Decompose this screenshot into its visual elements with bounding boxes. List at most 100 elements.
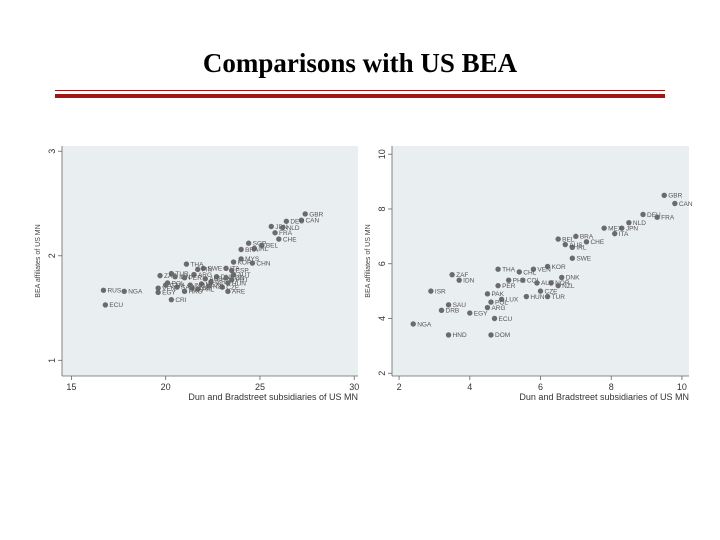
data-point	[200, 265, 207, 272]
data-point-label: PER	[502, 283, 516, 290]
data-point	[516, 269, 522, 275]
data-point	[495, 266, 501, 272]
data-point-label: BRA	[580, 234, 594, 241]
data-point-label: NOR	[555, 280, 570, 287]
data-point-label: CHE	[590, 239, 604, 246]
y-axis-title: BEA affiliates of US MN	[35, 224, 42, 297]
data-point-label: GBR	[309, 211, 323, 218]
data-point	[187, 282, 193, 288]
data-point	[198, 281, 205, 287]
data-point-label: TUR	[175, 271, 189, 278]
data-point-label: ARG	[198, 272, 212, 279]
y-tick-label: 6	[377, 261, 387, 266]
x-tick-label: 25	[255, 382, 265, 392]
y-tick-label: 2	[377, 371, 387, 376]
data-point	[121, 288, 127, 295]
data-point-label: POL	[172, 280, 185, 287]
data-point-label: CRI	[175, 297, 186, 304]
data-point-label: SWE	[207, 266, 222, 273]
data-point-label: TUR	[552, 294, 566, 301]
data-point	[249, 260, 256, 266]
data-point	[245, 240, 252, 246]
data-point	[449, 271, 455, 278]
data-point-label: ITA	[230, 266, 240, 273]
data-point	[251, 245, 258, 252]
data-point-label: BRA	[245, 247, 259, 254]
data-point-label: PHL	[202, 287, 215, 294]
data-point-label: VEN	[162, 285, 176, 292]
x-tick-label: 10	[677, 382, 687, 392]
data-point-label: IRL	[576, 245, 587, 252]
data-point	[283, 218, 290, 224]
data-point-label: DRB	[446, 308, 460, 315]
title-rule-thick	[55, 94, 665, 98]
data-point-label: COL	[527, 277, 541, 284]
data-point-label: SWE	[576, 256, 591, 263]
data-point	[484, 304, 491, 311]
data-point	[191, 271, 197, 278]
data-point-label: DEU	[290, 219, 304, 226]
data-point-label: RUS	[107, 288, 121, 295]
x-tick-label: 8	[609, 382, 614, 392]
data-point	[181, 288, 188, 295]
data-point	[276, 236, 282, 242]
data-point-label: MEX	[206, 281, 221, 288]
data-point-label: CAN	[679, 201, 693, 208]
data-point-label: AUT	[238, 272, 251, 279]
data-point	[495, 282, 501, 289]
data-point	[183, 261, 190, 267]
x-tick-label: 20	[161, 382, 171, 392]
data-point	[302, 211, 308, 217]
data-point	[640, 211, 646, 218]
data-point	[544, 293, 551, 300]
data-point-label: ESP	[236, 268, 249, 275]
data-point	[230, 259, 237, 265]
data-point	[428, 288, 434, 294]
data-point-label: CZE	[545, 288, 559, 295]
data-point	[298, 217, 305, 223]
data-point-label: CZE	[226, 284, 240, 291]
data-point-label: GTM	[170, 282, 184, 289]
data-point	[534, 280, 540, 286]
data-point	[230, 271, 237, 278]
data-point	[157, 272, 163, 279]
data-point-label: GBR	[668, 193, 682, 200]
data-point-label: KOR	[238, 259, 252, 266]
plot-background	[62, 146, 358, 376]
data-point	[268, 223, 274, 230]
y-tick-label: 3	[47, 149, 57, 154]
data-point	[168, 296, 175, 303]
data-point-label: DEU	[647, 212, 661, 219]
data-point	[162, 282, 169, 288]
data-point-label: NGA	[417, 321, 432, 328]
data-point	[238, 246, 244, 253]
data-point-label: HUN	[530, 294, 544, 301]
data-point	[228, 277, 235, 283]
data-point-label: NOR	[230, 275, 245, 282]
data-point	[155, 285, 161, 291]
data-point	[168, 270, 175, 277]
data-point-label: IDN	[463, 277, 475, 284]
data-point-label: THA	[190, 261, 204, 268]
x-tick-label: 4	[467, 382, 472, 392]
data-point	[195, 266, 201, 273]
data-point	[228, 267, 235, 274]
x-axis-title: Dun and Bradstreet subsidiaries of US MN	[188, 392, 358, 402]
data-point-label: CHE	[283, 236, 297, 243]
data-point-label: EGY	[162, 290, 176, 297]
data-point	[238, 256, 244, 262]
data-point-label: LUX	[196, 285, 209, 292]
data-point	[445, 332, 452, 338]
data-point	[208, 279, 214, 285]
data-point	[619, 225, 625, 231]
data-point-label: CHL	[523, 269, 536, 276]
data-point	[225, 280, 231, 286]
data-point	[410, 321, 416, 327]
data-point	[555, 236, 561, 242]
data-point-label: NZL	[213, 283, 226, 290]
data-point	[583, 239, 590, 245]
data-point	[225, 288, 231, 295]
data-point-label: FRA	[661, 214, 675, 221]
